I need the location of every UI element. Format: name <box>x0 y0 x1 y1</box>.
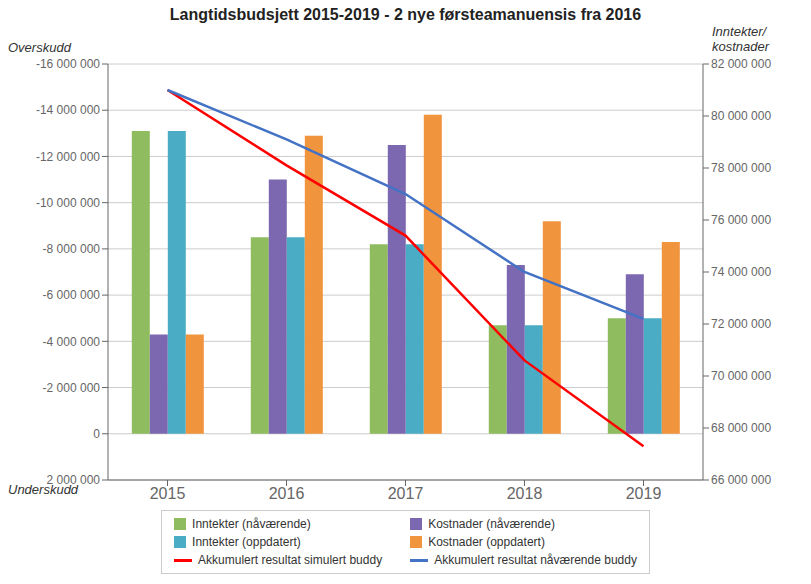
svg-text:74 000 000: 74 000 000 <box>711 265 771 279</box>
svg-text:-12 000 000: -12 000 000 <box>36 150 100 164</box>
svg-text:2016: 2016 <box>269 485 305 502</box>
svg-text:72 000 000: 72 000 000 <box>711 317 771 331</box>
svg-text:2 000 000: 2 000 000 <box>47 473 101 487</box>
svg-text:76 000 000: 76 000 000 <box>711 213 771 227</box>
html-text:Kostnader (nåværende): Kostnader (nåværende) <box>428 517 555 531</box>
html-text:Langtidsbudsjett 2015-2019 - 2: Langtidsbudsjett 2015-2019 - 2 nye først… <box>169 6 642 23</box>
svg-text:82 000 000: 82 000 000 <box>711 57 771 71</box>
html-text:Kostnader (oppdatert): Kostnader (oppdatert) <box>428 535 545 549</box>
html-text:kostnader: kostnader <box>712 39 770 54</box>
svg-text:-10 000 000: -10 000 000 <box>36 196 100 210</box>
svg-text:0: 0 <box>93 427 100 441</box>
svg-text:-14 000 000: -14 000 000 <box>36 103 100 117</box>
svg-text:-16 000 000: -16 000 000 <box>36 57 100 71</box>
svg-text:70 000 000: 70 000 000 <box>711 369 771 383</box>
svg-text:2019: 2019 <box>626 485 662 502</box>
svg-text:2015: 2015 <box>150 485 186 502</box>
svg-text:-6 000 000: -6 000 000 <box>43 288 101 302</box>
svg-text:78 000 000: 78 000 000 <box>711 161 771 175</box>
svg-text:2018: 2018 <box>507 485 543 502</box>
html-text:Akkumulert resultat simulert b: Akkumulert resultat simulert buddy <box>198 553 383 567</box>
svg-text:68 000 000: 68 000 000 <box>711 421 771 435</box>
svg-text:-8 000 000: -8 000 000 <box>43 242 101 256</box>
svg-text:2017: 2017 <box>388 485 424 502</box>
html-text:Inntekter (oppdatert): Inntekter (oppdatert) <box>192 535 301 549</box>
html-text:Akkumulert resultat nåværende: Akkumulert resultat nåværende buddy <box>434 553 637 567</box>
html-text:Overskudd: Overskudd <box>8 40 71 55</box>
html-text:Inntekter/: Inntekter/ <box>712 24 767 39</box>
svg-text:-4 000 000: -4 000 000 <box>43 335 101 349</box>
html-text:Inntekter (nåværende): Inntekter (nåværende) <box>192 517 311 531</box>
svg-text:66 000 000: 66 000 000 <box>711 473 771 487</box>
svg-text:80 000 000: 80 000 000 <box>711 109 771 123</box>
html-text:Underskudd: Underskudd <box>8 482 79 497</box>
svg-text:-2 000 000: -2 000 000 <box>43 381 101 395</box>
